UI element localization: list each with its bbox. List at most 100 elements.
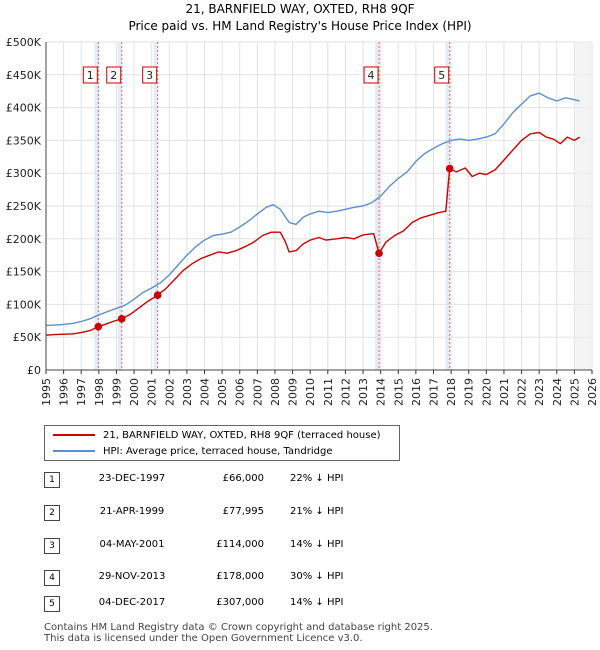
sale-hpi-diff: 14% ↓ HPI xyxy=(290,597,344,608)
x-tick-label: 2005 xyxy=(216,378,229,406)
sale-price: £307,000 xyxy=(216,597,264,608)
x-tick-label: 1996 xyxy=(58,378,71,406)
x-tick-label: 1999 xyxy=(110,378,123,406)
sale-band xyxy=(153,42,158,370)
sale-band xyxy=(445,42,450,370)
footer-attribution: Contains HM Land Registry data © Crown c… xyxy=(44,622,433,644)
y-tick-label: £350K xyxy=(6,134,42,147)
x-tick-label: 2011 xyxy=(322,378,335,406)
sale-label-box xyxy=(363,66,379,84)
footer-line-licence: This data is licensed under the Open Gov… xyxy=(44,633,363,644)
x-tick-label: 1995 xyxy=(40,378,53,406)
sale-point xyxy=(375,249,383,258)
x-tick-label: 1998 xyxy=(93,378,106,406)
property-price-line xyxy=(45,131,581,336)
sale-label-text: 1 xyxy=(87,69,94,82)
sale-price: £178,000 xyxy=(216,571,264,582)
x-tick-label: 2003 xyxy=(181,378,194,406)
chart-subtitle: Price paid vs. HM Land Registry's House … xyxy=(128,19,471,33)
x-tick-label: 2025 xyxy=(568,378,581,406)
x-tick-label: 2018 xyxy=(445,378,458,406)
sale-label-box xyxy=(82,66,98,84)
sale-price: £77,995 xyxy=(222,506,264,517)
sale-label-box xyxy=(434,66,450,84)
x-tick-label: 2015 xyxy=(392,378,405,406)
sale-band xyxy=(375,42,380,370)
y-tick-label: £150K xyxy=(6,266,42,279)
sale-hpi-diff: 14% ↓ HPI xyxy=(290,539,344,550)
x-tick-label: 2000 xyxy=(128,378,141,406)
x-tick-label: 2013 xyxy=(357,378,370,406)
x-tick-label: 2010 xyxy=(304,378,317,406)
footer-line-copyright: Contains HM Land Registry data © Crown c… xyxy=(44,622,433,633)
y-tick-label: £500K xyxy=(6,36,42,49)
forecast-region xyxy=(574,42,592,370)
sale-label-text: 4 xyxy=(368,69,375,82)
sale-label-text: 2 xyxy=(110,69,117,82)
sale-date: 04-DEC-2017 xyxy=(98,597,166,608)
y-tick-label: £200K xyxy=(6,233,42,246)
x-tick-label: 2009 xyxy=(287,378,300,406)
x-tick-label: 2004 xyxy=(199,378,212,406)
legend-label-property: 21, BARNFIELD WAY, OXTED, RH8 9QF (terra… xyxy=(103,430,381,441)
sale-date: 29-NOV-2013 xyxy=(98,571,166,582)
sale-hpi-diff: 22% ↓ HPI xyxy=(290,473,344,484)
table-row: 4 29-NOV-2013 £178,000 30% ↓ HPI xyxy=(44,570,404,586)
x-tick-label: 2007 xyxy=(251,378,264,406)
sale-point xyxy=(153,291,162,300)
y-tick-label: £450K xyxy=(6,69,42,82)
sale-label-box xyxy=(142,66,158,84)
x-tick-label: 2002 xyxy=(163,378,176,406)
legend-label-hpi: HPI: Average price, terraced house, Tand… xyxy=(103,446,333,457)
chart-legend: 21, BARNFIELD WAY, OXTED, RH8 9QF (terra… xyxy=(44,425,400,461)
sale-hpi-diff: 30% ↓ HPI xyxy=(290,571,344,582)
legend-item-property: 21, BARNFIELD WAY, OXTED, RH8 9QF (terra… xyxy=(53,428,381,443)
x-tick-label: 2006 xyxy=(234,378,247,406)
price-chart: 21, BARNFIELD WAY, OXTED, RH8 9QF Price … xyxy=(6,2,599,406)
legend-line-blue-icon xyxy=(53,450,95,452)
y-tick-label: £250K xyxy=(6,200,42,213)
sale-date: 23-DEC-1997 xyxy=(98,473,166,484)
x-tick-label: 2023 xyxy=(533,378,546,406)
x-tick-label: 2012 xyxy=(339,378,352,406)
x-tick-label: 2020 xyxy=(480,378,493,406)
y-tick-label: £400K xyxy=(6,102,42,115)
sale-date: 04-MAY-2001 xyxy=(99,539,165,550)
chart-title: 21, BARNFIELD WAY, OXTED, RH8 9QF xyxy=(185,2,414,16)
sale-band xyxy=(94,42,99,370)
table-row: 2 21-APR-1999 £77,995 21% ↓ HPI xyxy=(44,505,404,521)
sale-label-text: 3 xyxy=(146,69,153,82)
sale-label-box xyxy=(106,66,122,84)
x-tick-label: 2014 xyxy=(375,378,388,406)
legend-item-hpi: HPI: Average price, terraced house, Tand… xyxy=(53,444,332,459)
sale-band xyxy=(117,42,122,370)
x-tick-label: 2008 xyxy=(269,378,282,406)
x-tick-label: 2021 xyxy=(498,378,511,406)
sale-marker-5: 5 xyxy=(44,596,60,612)
x-tick-label: 1997 xyxy=(75,378,88,406)
sale-marker-2: 2 xyxy=(44,505,60,521)
sale-marker-3: 3 xyxy=(44,538,60,554)
sale-marker-1: 1 xyxy=(44,472,60,488)
sale-date: 21-APR-1999 xyxy=(99,506,165,517)
table-row: 1 23-DEC-1997 £66,000 22% ↓ HPI xyxy=(44,472,404,488)
sale-price: £66,000 xyxy=(222,473,264,484)
table-row: 3 04-MAY-2001 £114,000 14% ↓ HPI xyxy=(44,538,404,554)
y-tick-label: £0 xyxy=(27,364,41,377)
x-tick-label: 2017 xyxy=(427,378,440,406)
y-tick-label: £300K xyxy=(6,167,42,180)
x-tick-label: 2022 xyxy=(516,378,529,406)
sale-marker-4: 4 xyxy=(44,570,60,586)
y-tick-label: £100K xyxy=(6,298,42,311)
table-row: 5 04-DEC-2017 £307,000 14% ↓ HPI xyxy=(44,596,404,612)
sale-price: £114,000 xyxy=(216,539,264,550)
hpi-line xyxy=(45,92,580,327)
x-tick-label: 2016 xyxy=(410,378,423,406)
legend-line-red-icon xyxy=(53,434,95,436)
sale-point xyxy=(445,164,454,173)
x-tick-label: 2026 xyxy=(586,378,599,406)
sale-label-text: 5 xyxy=(438,69,445,82)
x-tick-label: 2019 xyxy=(463,378,476,406)
y-tick-label: £50K xyxy=(13,331,42,344)
sale-point xyxy=(94,322,103,331)
